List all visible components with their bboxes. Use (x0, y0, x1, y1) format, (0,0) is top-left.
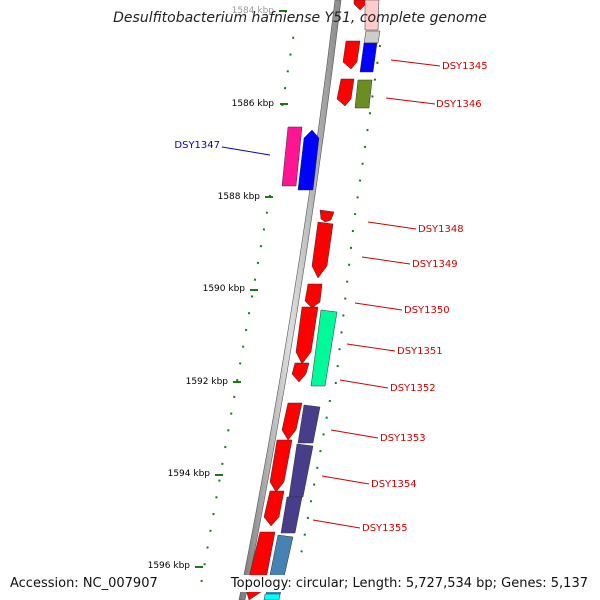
gene-label: DSY1354 (371, 479, 417, 490)
kbp-label: 1590 kbp (203, 284, 246, 294)
gene-arrow (263, 490, 285, 527)
gene-arrow (295, 306, 319, 365)
genome-stats-text: Topology: circular; Length: 5,727,534 bp… (228, 575, 590, 592)
gene-label: DSY1347 (174, 140, 220, 151)
gene-label: DSY1352 (390, 383, 436, 394)
gene-arrow (336, 78, 355, 107)
gene-arrow (319, 209, 335, 223)
gene-arrow (310, 309, 338, 387)
gene-arrow (363, 30, 381, 44)
gene-arrow (280, 496, 303, 534)
kbp-label: 1584 kbp (232, 6, 275, 16)
gene-arrow (342, 40, 361, 70)
gene-arrow (297, 404, 321, 444)
kbp-label: 1586 kbp (232, 99, 275, 109)
gene-label: DSY1351 (397, 346, 443, 357)
gene-leader-lines (221, 59, 441, 529)
gene-arrow (364, 0, 380, 31)
gene-arrow (263, 593, 281, 600)
kbp-label: 1592 kbp (186, 377, 229, 387)
gene-label: DSY1353 (380, 433, 426, 444)
gene-arrow (288, 443, 314, 498)
gene-label: DSY1349 (412, 259, 458, 270)
gene-label: DSY1346 (436, 99, 482, 110)
gene-arrow (354, 79, 373, 109)
kbp-label: 1596 kbp (148, 561, 191, 571)
gene-label: DSY1350 (404, 305, 450, 316)
outer-tick-track (199, 19, 381, 591)
gene-arrow (281, 126, 303, 187)
kbp-label: 1594 kbp (168, 469, 211, 479)
gene-arrow (291, 362, 310, 383)
accession-text: Accession: NC_007907 (8, 575, 160, 592)
gene-arrow (359, 42, 378, 73)
gene-arrow (269, 439, 293, 493)
gene-arrow (353, 0, 367, 11)
gene-arrow (297, 129, 320, 191)
gene-labels: DSY1345 DSY1346 DSY1347 DSY1348 DSY1349 … (174, 61, 487, 534)
gene-arrow (304, 283, 323, 309)
kbp-label: 1588 kbp (218, 192, 261, 202)
kbp-labels: 1584 kbp 1586 kbp 1588 kbp 1590 kbp 1592… (148, 6, 275, 571)
kbp-ticks (195, 10, 288, 568)
gene-label: DSY1345 (442, 61, 488, 72)
gene-label: DSY1348 (418, 224, 464, 235)
gene-arrow (311, 221, 334, 279)
genes (245, 0, 381, 600)
map-title: Desulfitobacterium hafniense Y51, comple… (113, 10, 487, 26)
gene-arrow (281, 402, 303, 441)
gene-label: DSY1355 (362, 523, 408, 534)
